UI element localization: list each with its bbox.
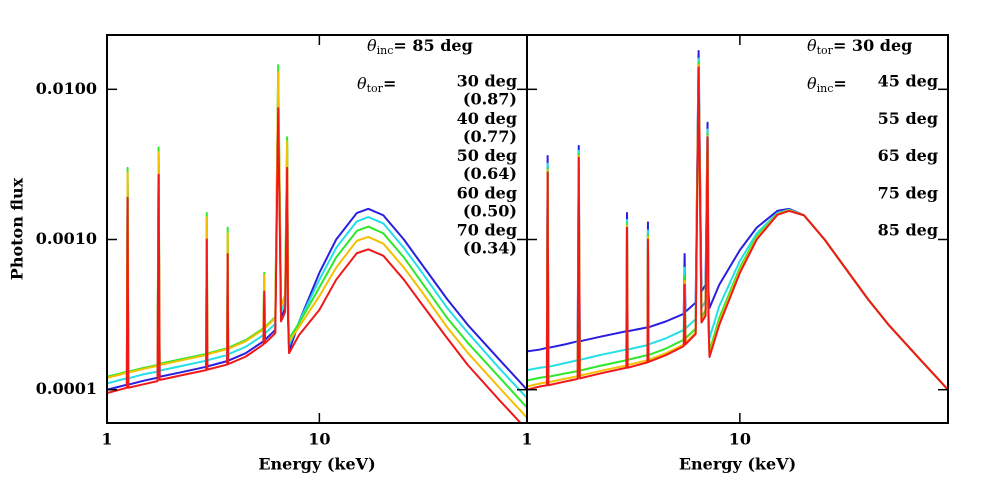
theta-subscript: tor [367, 82, 384, 95]
spectrum-line [527, 66, 948, 391]
legend-label: 50 deg [457, 146, 517, 165]
legend-label: 45 deg [878, 72, 938, 91]
theta-text: = [833, 74, 846, 93]
theta-subscript: inc [377, 44, 394, 57]
theta-symbol: θ [807, 36, 817, 55]
theta-label: θinc= [807, 74, 847, 96]
y-axis-label: Photon flux [8, 177, 27, 280]
theta-symbol: θ [357, 74, 367, 93]
legend-label: 85 deg [878, 221, 938, 240]
spectrum-line [107, 107, 522, 423]
legend-sublabel: (0.64) [463, 164, 517, 183]
legend-sublabel: (0.77) [463, 127, 517, 146]
y-tick-label: 0.0100 [36, 79, 97, 98]
theta-label: θtor= 30 deg [807, 36, 912, 58]
legend-sublabel: (0.87) [463, 90, 517, 109]
legend-label: 60 deg [457, 183, 517, 202]
theta-text: = [383, 74, 396, 93]
theta-subscript: inc [817, 82, 834, 95]
theta-symbol: θ [807, 74, 817, 93]
plot-area [107, 64, 527, 423]
y-tick-label: 0.0001 [36, 379, 97, 398]
theta-subscript: tor [817, 44, 834, 57]
legend-label: 30 deg [457, 72, 517, 91]
x-tick-label: 1 [521, 430, 532, 449]
legend-label: 70 deg [457, 221, 517, 240]
y-tick-label: 0.0010 [36, 229, 97, 248]
legend-sublabel: (0.34) [463, 239, 517, 258]
legend-label: 65 deg [878, 146, 938, 165]
x-tick-label: 10 [308, 430, 330, 449]
theta-text: = 85 deg [393, 36, 472, 55]
legend-label: 75 deg [878, 183, 938, 202]
theta-text: = 30 deg [833, 36, 912, 55]
x-tick-label: 1 [101, 430, 112, 449]
legend-label: 55 deg [878, 109, 938, 128]
theta-symbol: θ [367, 36, 377, 55]
plot-area [527, 49, 948, 391]
theta-label: θtor= [357, 74, 396, 96]
theta-label: θinc= 85 deg [367, 36, 473, 58]
plot-frame [526, 34, 949, 424]
x-tick-label: 10 [729, 430, 751, 449]
legend-label: 40 deg [457, 109, 517, 128]
x-axis-label: Energy (keV) [679, 455, 796, 474]
x-axis-label: Energy (keV) [258, 455, 375, 474]
legend-sublabel: (0.50) [463, 201, 517, 220]
